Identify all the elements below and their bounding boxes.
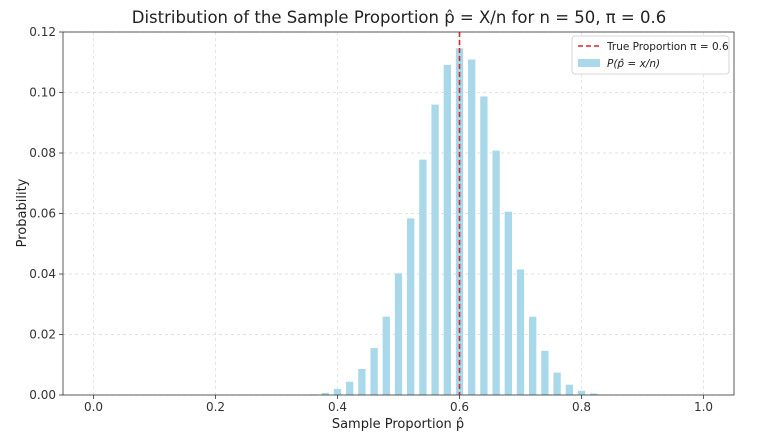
legend-label-true-proportion: True Proportion π = 0.6 xyxy=(606,41,729,53)
x-axis-label: Sample Proportion p̂ xyxy=(332,417,464,432)
x-tick-label: 0.4 xyxy=(328,400,347,414)
y-tick-label: 0.12 xyxy=(29,25,56,39)
x-tick-label: 0.6 xyxy=(450,400,469,414)
bar xyxy=(346,381,354,395)
legend-box xyxy=(571,35,730,75)
y-tick-label: 0.06 xyxy=(29,207,56,221)
y-tick-label: 0.04 xyxy=(29,267,56,281)
y-tick-label: 0.08 xyxy=(29,146,56,160)
bar xyxy=(480,96,488,396)
bar xyxy=(468,59,476,396)
bar xyxy=(590,393,598,395)
bar xyxy=(443,64,451,395)
bar xyxy=(529,316,537,395)
bar xyxy=(492,150,500,395)
bar xyxy=(382,316,390,395)
y-tick-label: 0.00 xyxy=(29,388,56,402)
x-ticks: 0.0 0.2 0.4 0.6 0.8 1.0 xyxy=(84,395,713,414)
legend: True Proportion π = 0.6 P(p̂ = x/n) xyxy=(571,35,730,75)
x-tick-label: 0.8 xyxy=(572,400,591,414)
bar xyxy=(541,350,549,395)
bar xyxy=(516,269,525,395)
bar xyxy=(504,211,512,395)
bars xyxy=(309,48,598,396)
legend-bar-swatch xyxy=(578,59,600,67)
bar xyxy=(321,392,329,395)
bar xyxy=(333,388,342,395)
y-axis-label: Probability xyxy=(15,178,30,247)
y-ticks: 0.00 0.02 0.04 0.06 0.08 0.10 0.12 xyxy=(29,25,63,402)
x-tick-label: 1.0 xyxy=(694,400,713,414)
bar xyxy=(431,104,439,395)
bar xyxy=(394,273,403,395)
bar xyxy=(419,159,427,395)
bar xyxy=(577,390,586,395)
bar xyxy=(370,348,378,395)
legend-label-probability: P(p̂ = x/n) xyxy=(607,58,660,70)
bar xyxy=(455,48,464,396)
y-tick-label: 0.02 xyxy=(29,328,56,342)
x-tick-label: 0.2 xyxy=(206,400,225,414)
x-tick-label: 0.0 xyxy=(84,400,103,414)
bar xyxy=(565,384,573,395)
bar xyxy=(407,218,415,395)
bar xyxy=(358,368,366,395)
chart-title: Distribution of the Sample Proportion p̂… xyxy=(132,8,667,27)
y-tick-label: 0.10 xyxy=(29,86,56,100)
bar xyxy=(553,372,561,395)
